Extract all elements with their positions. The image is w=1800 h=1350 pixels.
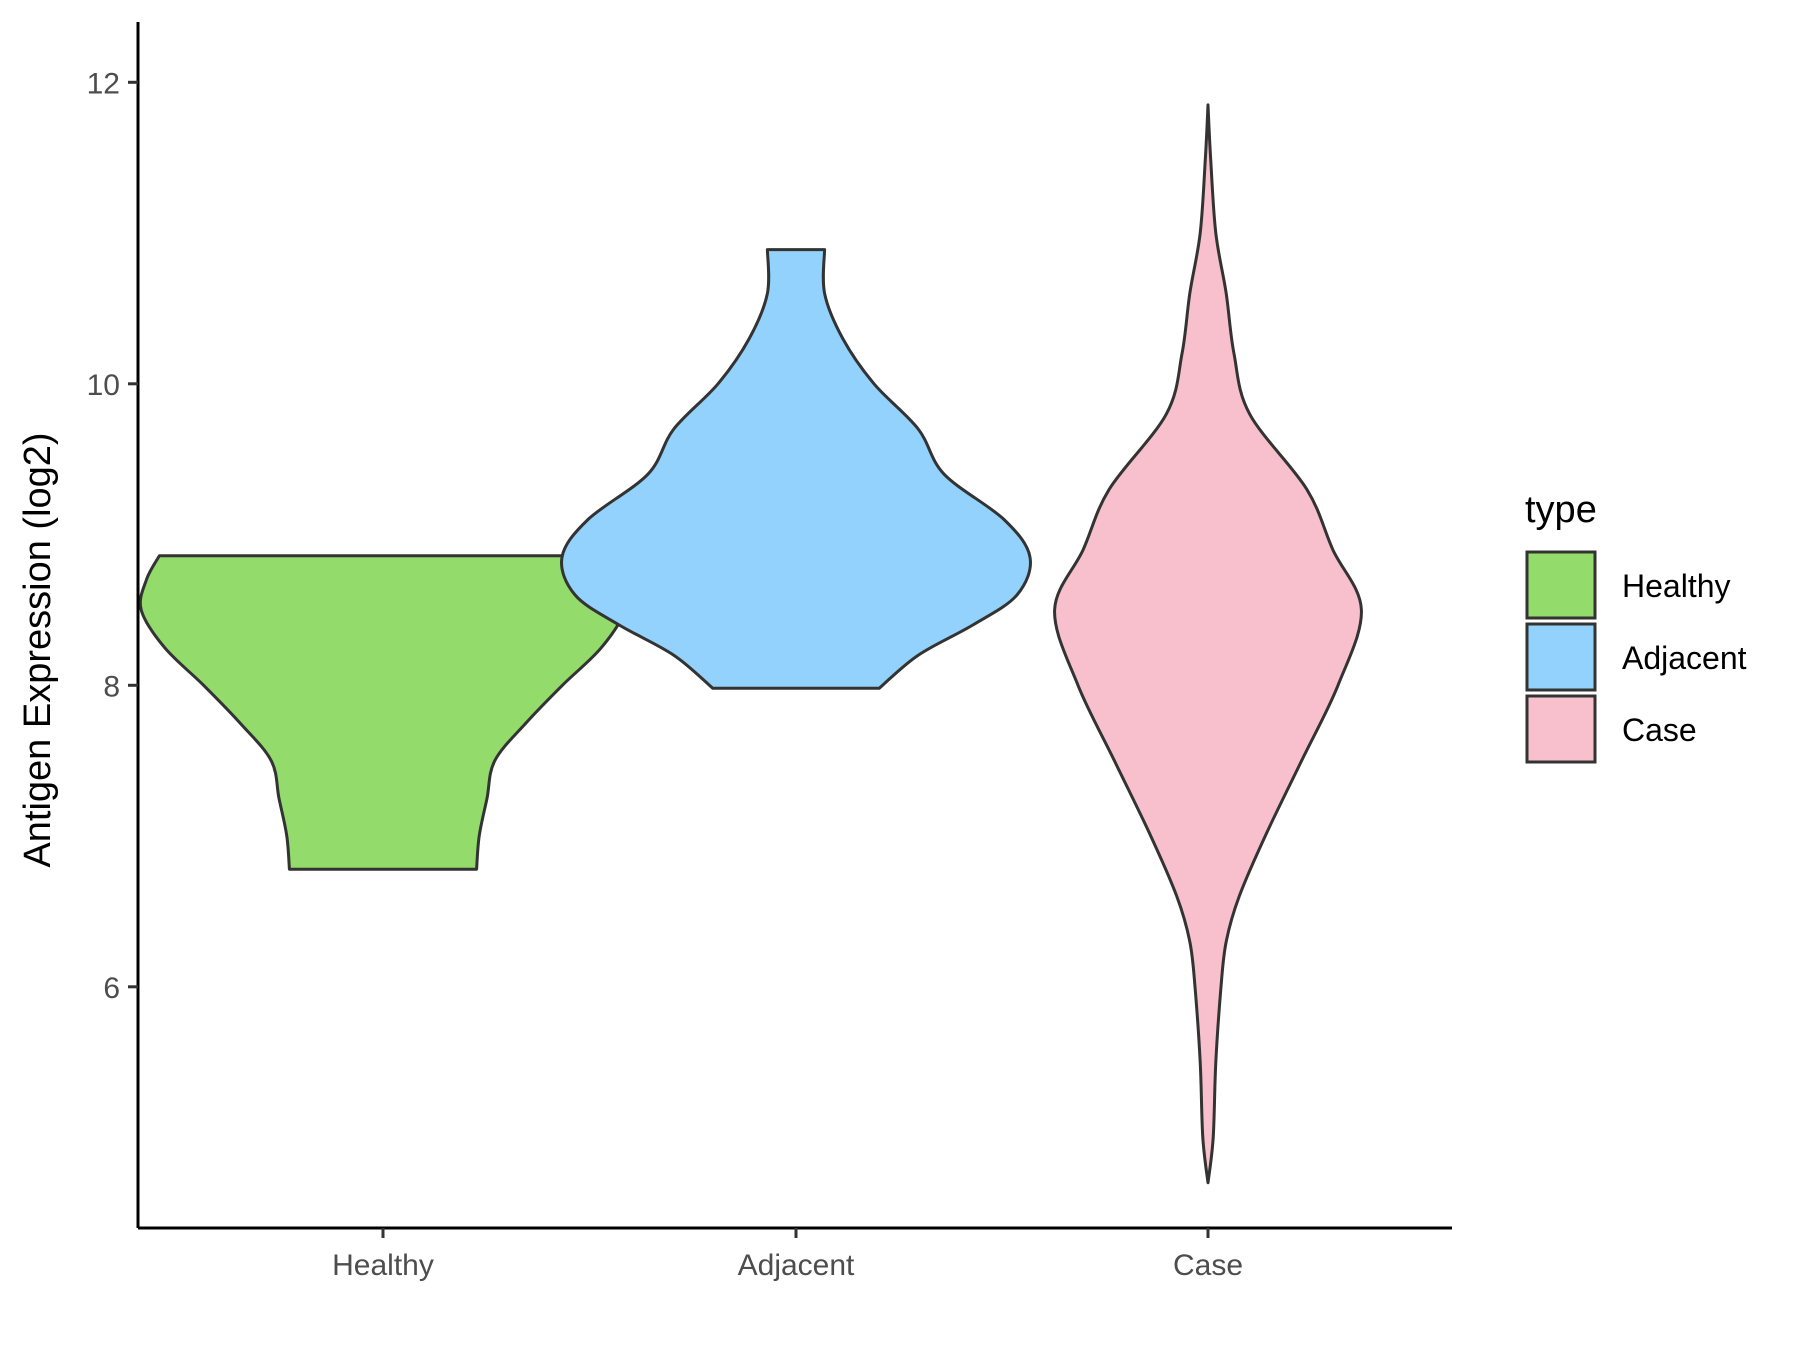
y-tick-label: 6	[103, 972, 120, 1005]
violin-adjacent	[560, 248, 1032, 690]
legend-label-adjacent: Adjacent	[1622, 640, 1747, 676]
violin-layer	[138, 103, 1363, 1185]
y-tick-label: 8	[103, 670, 120, 703]
legend-swatch-case	[1525, 694, 1597, 764]
legend: type Healthy Adjacent Case	[1525, 489, 1747, 764]
y-axis-ticks: 6 8 10 12	[87, 67, 138, 1005]
legend-label-healthy: Healthy	[1622, 568, 1731, 604]
legend-title: type	[1525, 489, 1597, 531]
x-axis-ticks: Healthy Adjacent Case	[332, 1228, 1243, 1282]
violin-case	[1053, 103, 1363, 1185]
y-tick-label: 10	[87, 369, 120, 402]
legend-swatch-healthy	[1525, 550, 1597, 620]
x-tick-label: Adjacent	[738, 1249, 855, 1282]
violin-healthy	[138, 554, 628, 871]
x-tick-label: Healthy	[332, 1249, 434, 1282]
legend-swatch-adjacent	[1525, 622, 1597, 692]
x-tick-label: Case	[1173, 1249, 1243, 1282]
y-axis-title: Antigen Expression (log2)	[17, 432, 59, 867]
y-tick-label: 12	[87, 67, 120, 100]
legend-label-case: Case	[1622, 712, 1697, 748]
